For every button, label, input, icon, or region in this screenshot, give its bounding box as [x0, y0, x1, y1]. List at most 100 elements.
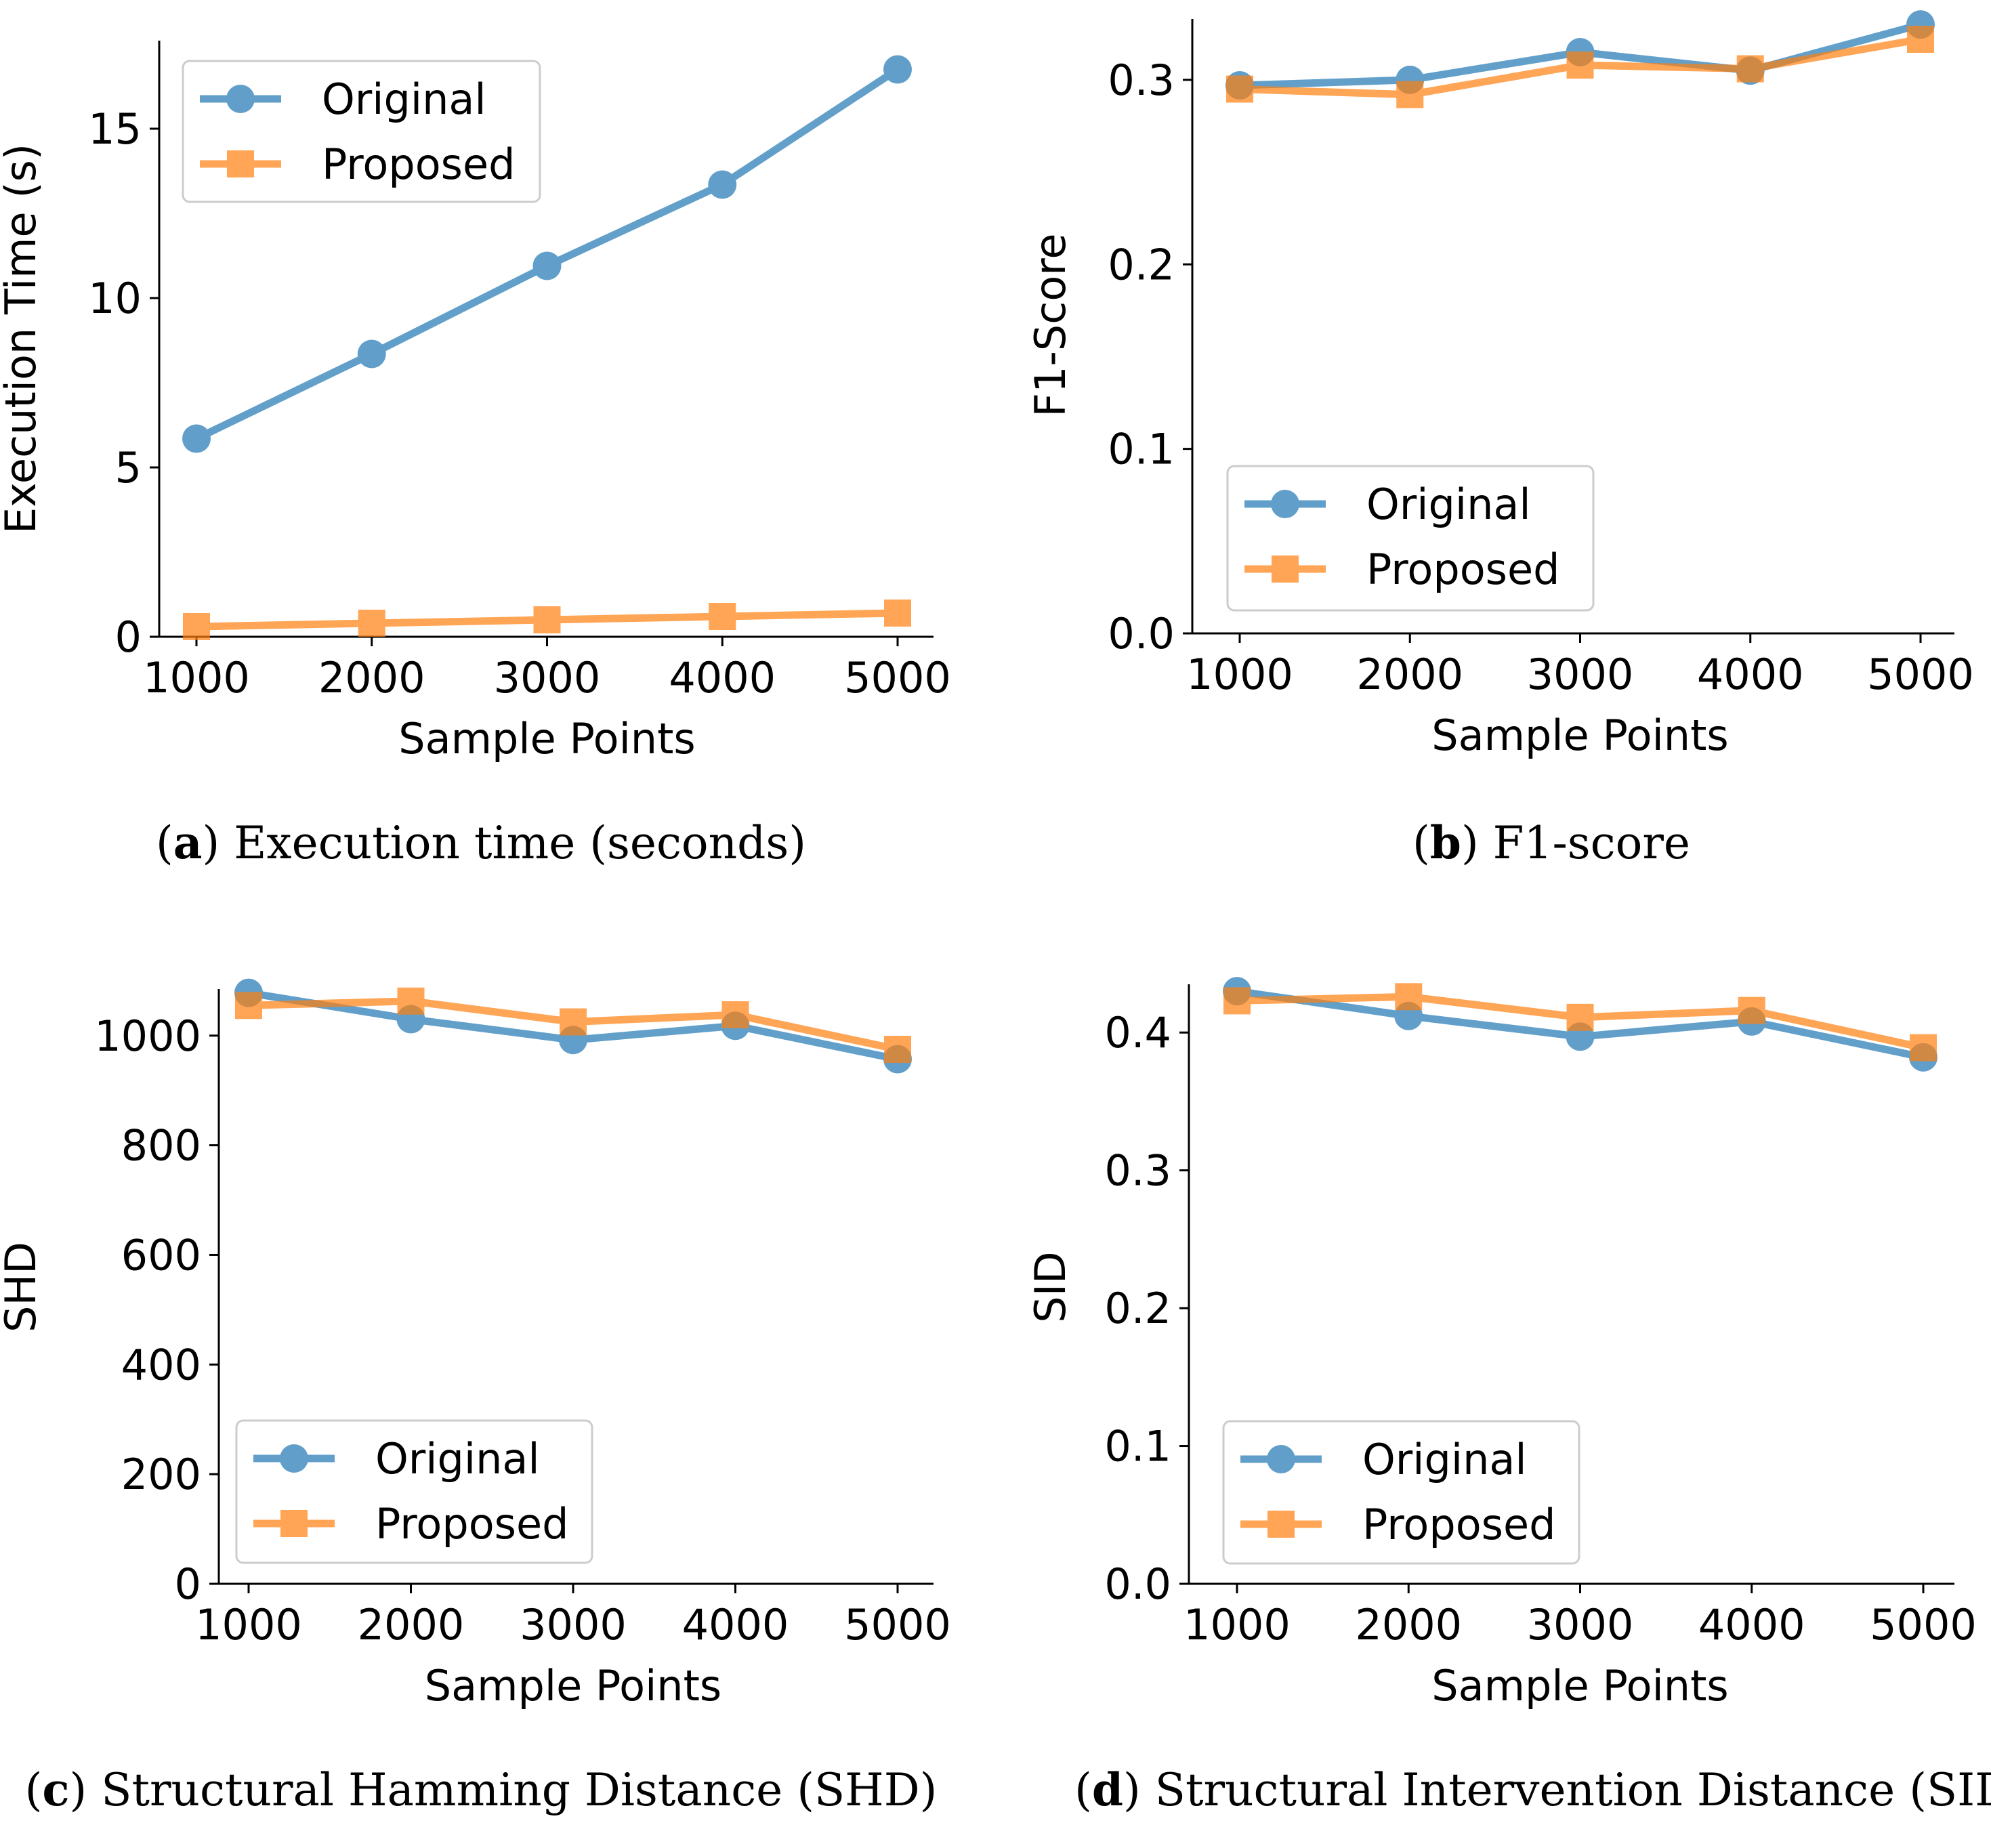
legend-label: Original [1366, 480, 1531, 529]
x-tick-label: 5000 [1870, 1600, 1977, 1650]
y-tick-label: 0 [115, 612, 142, 662]
legend-label: Proposed [322, 140, 515, 189]
legend-handle-proposed [1240, 1511, 1322, 1538]
x-tick-label: 2000 [1355, 1600, 1462, 1650]
data-point-proposed [358, 610, 385, 637]
legend: Original Proposed [182, 60, 541, 203]
data-point-proposed [1736, 55, 1764, 83]
caption: (a) Execution time (seconds) [156, 816, 806, 869]
y-axis-label: SID [1026, 1251, 1075, 1322]
x-tick-label: 1000 [1183, 1600, 1291, 1650]
legend-handle-proposed [253, 1510, 335, 1537]
x-axis-label: Sample Points [1431, 711, 1728, 760]
y-tick-label: 0.2 [1108, 240, 1175, 289]
data-point-proposed [884, 600, 911, 627]
y-tick-label: 200 [121, 1450, 201, 1499]
data-point-proposed [1566, 51, 1594, 79]
legend-marker [1271, 490, 1299, 518]
caption-text: ) Execution time (seconds) [203, 817, 807, 869]
legend-handle-original [200, 85, 281, 113]
x-tick-label: 1000 [143, 653, 250, 702]
legend-label: Proposed [1366, 545, 1559, 594]
legend-marker [1272, 555, 1299, 583]
y-tick-label: 0.4 [1104, 1008, 1171, 1057]
legend-marker [280, 1444, 308, 1473]
y-tick-label: 0.0 [1108, 609, 1175, 658]
data-point-proposed [1226, 75, 1253, 103]
caption: (c) Structural Hamming Distance (SHD) [25, 1763, 938, 1816]
legend-handle-original [1240, 1445, 1322, 1473]
legend-marker [280, 1510, 308, 1537]
x-tick-label: 5000 [844, 1600, 951, 1650]
caption-text: ) F1-score [1461, 817, 1690, 869]
data-point-proposed [397, 987, 425, 1015]
y-tick-label: 10 [88, 274, 142, 323]
caption-paren: ( [25, 1764, 43, 1816]
x-tick-label: 2000 [1356, 650, 1463, 699]
caption-letter: b [1430, 816, 1461, 869]
x-tick-label: 3000 [520, 1600, 627, 1650]
data-point-proposed [1910, 1034, 1937, 1062]
y-tick-label: 400 [121, 1340, 201, 1389]
legend-label: Original [375, 1434, 540, 1484]
data-point-original [708, 170, 737, 199]
chart-panel-c: 1000 2000 3000 4000 5000 0 200 400 600 800 1000 Sam… [0, 978, 951, 1816]
x-axis-label: Sample Points [1431, 1661, 1728, 1710]
caption-letter: c [42, 1763, 69, 1816]
caption-paren: ( [156, 817, 173, 869]
caption-letter: a [173, 816, 203, 869]
data-point-proposed [560, 1008, 587, 1036]
x-axis-label: Sample Points [398, 714, 695, 763]
data-point-proposed [533, 606, 561, 633]
legend-marker [1267, 1511, 1295, 1538]
data-point-original [182, 424, 211, 453]
data-point-proposed [183, 613, 210, 640]
data-point-proposed [1223, 987, 1251, 1015]
y-tick-label: 0.1 [1104, 1422, 1171, 1471]
caption-text: ) Structural Hamming Distance (SHD) [70, 1764, 938, 1816]
x-tick-label: 3000 [1527, 650, 1634, 699]
y-tick-label: 5 [115, 443, 142, 492]
y-tick-label: 0.3 [1108, 56, 1175, 105]
data-point-proposed [1738, 996, 1765, 1024]
x-tick-label: 1000 [195, 1600, 302, 1650]
caption-text: ) Structural Intervention Distance (SID) [1123, 1764, 1991, 1816]
x-tick-label: 3000 [494, 653, 601, 702]
legend: Original Proposed [235, 1419, 593, 1564]
y-tick-label: 0.1 [1108, 425, 1175, 474]
series-proposed [1223, 983, 1937, 1062]
y-tick-label: 0.2 [1104, 1284, 1171, 1333]
x-tick-label: 5000 [844, 653, 951, 702]
data-point-original [357, 339, 386, 369]
data-point-proposed [1395, 983, 1423, 1011]
data-point-original [532, 251, 562, 280]
x-axis-label: Sample Points [425, 1661, 721, 1710]
y-tick-label: 600 [121, 1230, 201, 1280]
legend-marker [1267, 1445, 1295, 1473]
caption: (d) Structural Intervention Distance (SI… [1074, 1763, 1991, 1816]
legend: Original Proposed [1222, 1420, 1580, 1565]
chart-panel-d: 1000 2000 3000 4000 5000 0.0 0.1 0.2 0.3 0.4 Sampl… [1026, 977, 1991, 1816]
data-point-proposed [235, 992, 262, 1020]
y-axis-label: SHD [0, 1242, 45, 1332]
data-point-proposed [721, 1001, 749, 1029]
data-point-proposed [1566, 1003, 1594, 1031]
x-tick-label: 4000 [682, 1600, 789, 1650]
y-axis-label: F1-Score [1026, 233, 1075, 417]
caption-paren: ( [1412, 817, 1430, 869]
chart-panel-b: 1000 2000 3000 4000 5000 0.0 0.1 0.2 0.3 Sample P… [1026, 10, 1974, 869]
x-tick-label: 2000 [318, 653, 425, 702]
legend-handle-original [1244, 490, 1326, 518]
caption: (b) F1-score [1412, 816, 1690, 869]
y-axis-label: Execution Time (s) [0, 144, 45, 534]
data-point-proposed [1907, 25, 1934, 53]
x-tick-label: 4000 [669, 653, 776, 702]
data-point-proposed [1396, 81, 1424, 108]
chart-panel-a: 1000 2000 3000 4000 5000 0 5 10 15 Sample Points E… [0, 41, 951, 869]
y-tick-label: 0.3 [1104, 1146, 1171, 1196]
y-tick-label: 1000 [94, 1011, 201, 1061]
legend-handle-proposed [200, 150, 281, 177]
legend-marker [226, 85, 255, 113]
x-tick-label: 2000 [358, 1600, 465, 1650]
